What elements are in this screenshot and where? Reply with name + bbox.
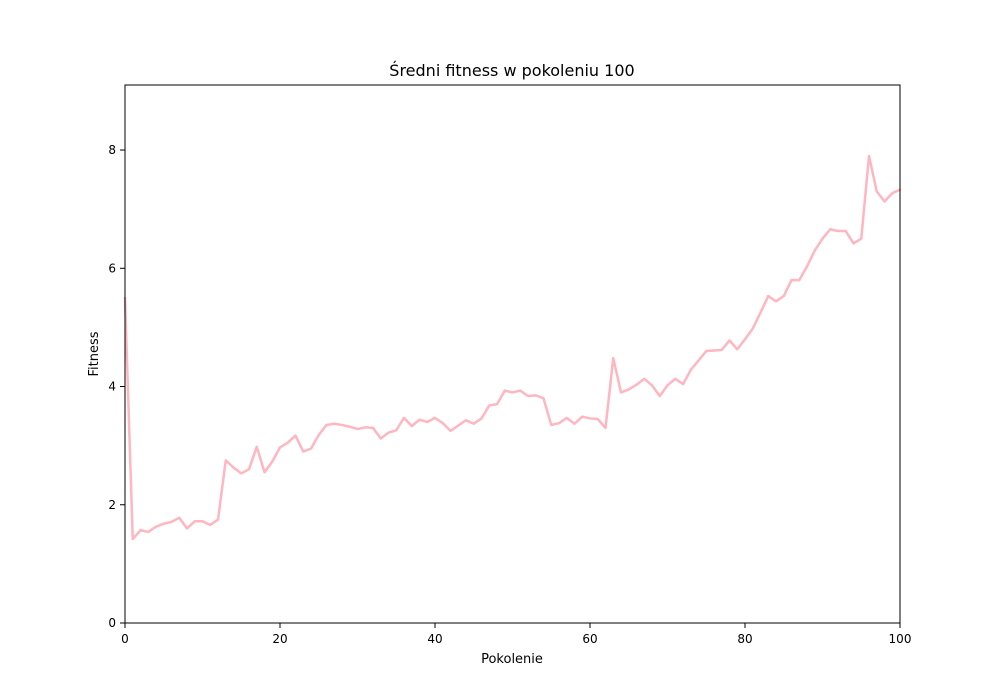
y-tick-label: 2	[108, 498, 116, 512]
y-tick-label: 4	[108, 380, 116, 394]
chart-title: Średni fitness w pokoleniu 100	[389, 61, 634, 80]
x-axis-label: Pokolenie	[481, 652, 543, 667]
plot-area	[123, 84, 902, 624]
y-axis-label: Fitness	[87, 331, 102, 376]
x-tick-label: 60	[582, 632, 597, 646]
plot-frame	[124, 84, 901, 624]
x-tick-label: 20	[272, 632, 287, 646]
y-axis: 0 2 4 6 8	[108, 143, 125, 630]
x-tick-label: 100	[889, 632, 912, 646]
series-line-0	[123, 154, 902, 541]
x-tick-label: 0	[121, 632, 129, 646]
y-tick-label: 0	[108, 616, 116, 630]
x-tick-label: 80	[737, 632, 752, 646]
y-tick-label: 8	[108, 143, 116, 157]
y-tick-label: 6	[108, 261, 116, 275]
x-axis: 0 20 40 60 80 100	[121, 623, 911, 646]
x-tick-label: 40	[427, 632, 442, 646]
